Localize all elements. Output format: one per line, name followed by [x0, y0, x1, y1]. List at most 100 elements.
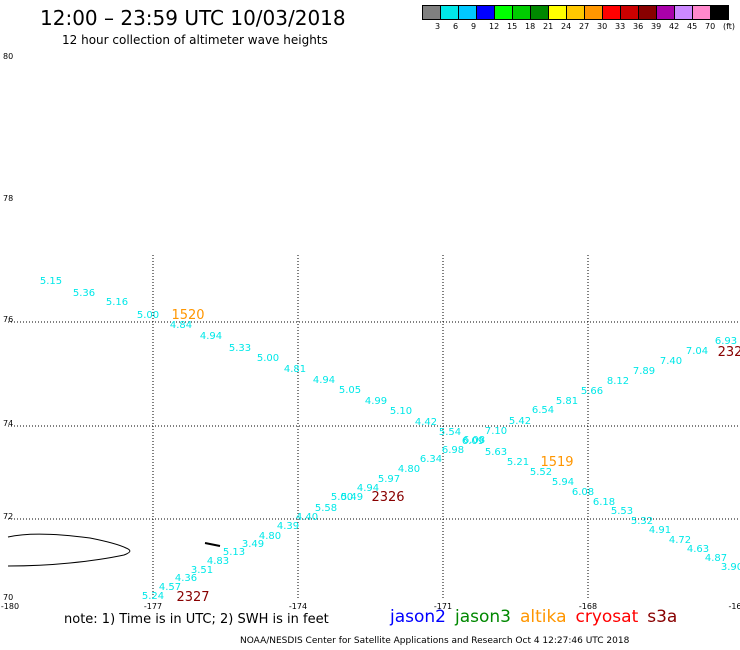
legend-swatch [603, 6, 621, 19]
satellite-cryosat: cryosat [575, 607, 639, 627]
swh-value: 5.36 [73, 288, 95, 299]
coastline [7, 533, 221, 567]
lat-label: 78 [3, 194, 13, 203]
legend-swatch [422, 6, 441, 19]
swh-value: 5.13 [223, 547, 245, 558]
swh-value: 4.80 [259, 531, 281, 542]
swh-value: 4.94 [200, 331, 222, 342]
lon-label: -180 [1, 602, 19, 611]
island-path [204, 542, 221, 547]
swh-value: 5.00 [331, 492, 353, 503]
swh-value: 4.99 [365, 396, 387, 407]
swh-value: 5.10 [390, 406, 412, 417]
legend-swatch [549, 6, 567, 19]
swh-value: 5.58 [315, 503, 337, 514]
swh-value: 5.63 [485, 447, 507, 458]
legend-label: 12 [489, 22, 500, 31]
lon-label: -16 [728, 602, 740, 611]
pass-number: 2326 [371, 490, 404, 505]
legend-swatch [459, 6, 477, 19]
swh-value: 6.08 [463, 435, 485, 446]
legend-label: 33 [615, 22, 626, 31]
credit-line: NOAA/NESDIS Center for Satellite Applica… [240, 636, 630, 646]
swh-value: 3.51 [191, 565, 213, 576]
swh-value: 5.97 [378, 474, 400, 485]
legend-label: 24 [561, 22, 572, 31]
swh-value: 4.42 [415, 417, 437, 428]
page-title: 12:00 – 23:59 UTC 10/03/2018 [40, 6, 346, 30]
legend-label: 3 [435, 22, 441, 31]
swh-value: 4.91 [649, 525, 671, 536]
swh-value: 5.42 [509, 416, 531, 427]
legend-swatch [585, 6, 603, 19]
swh-value: 5.53 [611, 506, 633, 517]
legend-label: 30 [597, 22, 608, 31]
swh-value: 4.83 [207, 556, 229, 567]
swh-value: 4.63 [687, 544, 709, 555]
swh-value: 7.04 [686, 346, 708, 357]
footer-note: note: 1) Time is in UTC; 2) SWH is in fe… [64, 612, 329, 627]
graticule [8, 255, 740, 600]
swh-value: 6.09 [462, 436, 484, 447]
swh-value: 6.18 [593, 497, 615, 508]
legend-swatch [711, 6, 729, 19]
legend-swatch [621, 6, 639, 19]
swh-value: 7.10 [485, 426, 507, 437]
swh-value: 8.12 [607, 376, 629, 387]
legend-label: 36 [633, 22, 644, 31]
legend-swatch [639, 6, 657, 19]
swh-value: 4.39 [277, 521, 299, 532]
swh-value: 6.34 [420, 454, 442, 465]
legend-swatches [422, 5, 729, 20]
swh-value: 6.98 [442, 445, 464, 456]
pass-number: 1519 [540, 455, 573, 470]
lat-label: 76 [3, 315, 13, 324]
lat-label: 80 [3, 52, 13, 61]
swh-value: 5.33 [229, 343, 251, 354]
legend-swatch [567, 6, 585, 19]
swh-value: 3.49 [242, 539, 264, 550]
satellite-altika: altika [520, 607, 567, 627]
lat-label: 74 [3, 419, 13, 428]
legend-swatch [513, 6, 531, 19]
legend-label: 9 [471, 22, 477, 31]
legend-swatch [693, 6, 711, 19]
lat-label: 72 [3, 512, 13, 521]
swh-value: 4.81 [284, 364, 306, 375]
legend-swatch [495, 6, 513, 19]
legend-label: 39 [651, 22, 662, 31]
swh-value: 5.16 [106, 297, 128, 308]
swh-value: 6.08 [572, 487, 594, 498]
legend-swatch [477, 6, 495, 19]
swh-value: 4.80 [398, 464, 420, 475]
swh-value: 4.94 [357, 483, 379, 494]
legend-label: 45 [687, 22, 698, 31]
page-subtitle: 12 hour collection of altimeter wave hei… [62, 33, 328, 47]
legend-label: 15 [507, 22, 518, 31]
legend-label: 18 [525, 22, 536, 31]
swh-value: 5.00 [137, 310, 159, 321]
coastline-path [7, 533, 131, 567]
lon-label: -174 [289, 602, 307, 611]
swh-value: 4.94 [313, 375, 335, 386]
swh-labels: 5.15 5.36 5.16 5.00 4.84 4.94 5.33 5.00 4.81 4.94… [40, 276, 740, 602]
swh-value: 3.90 [721, 562, 740, 573]
legend-label: (ft) [723, 22, 736, 31]
lon-label: -177 [144, 602, 162, 611]
legend-swatch [441, 6, 459, 19]
swh-value: 7.40 [660, 356, 682, 367]
swh-value: 5.15 [40, 276, 62, 287]
swh-value: 5.32 [631, 516, 653, 527]
swh-value: 5.21 [507, 457, 529, 468]
swh-value: 5.52 [530, 467, 552, 478]
satellite-s3a: s3a [647, 607, 678, 627]
swh-value: 5.54 [439, 427, 461, 438]
pass-number: 2327 [176, 590, 209, 605]
satellite-jason2: jason2 [390, 607, 446, 627]
swh-value: 5.66 [581, 386, 603, 397]
swh-value: 4.36 [175, 573, 197, 584]
legend-label: 42 [669, 22, 680, 31]
swh-value: 5.81 [556, 396, 578, 407]
legend-swatch [675, 6, 693, 19]
lat-label: 70 [3, 593, 13, 602]
